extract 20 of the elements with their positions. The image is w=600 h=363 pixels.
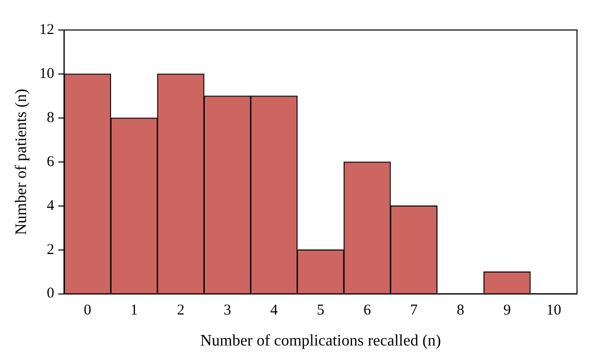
x-axis-title: Number of complications recalled (n): [200, 332, 441, 350]
x-tick-label: 0: [84, 302, 92, 319]
x-tick-label: 4: [270, 302, 278, 319]
x-tick-label: 6: [363, 302, 372, 319]
x-tick-label: 1: [130, 302, 138, 319]
x-tick-label: 3: [224, 302, 232, 319]
y-axis-title: Number of patients (n): [12, 88, 30, 235]
y-tick-label: 6: [46, 154, 55, 170]
x-tick-label: 9: [503, 302, 511, 319]
x-tick-label: 5: [316, 302, 324, 319]
y-tick-label: 0: [46, 286, 54, 302]
y-tick-label: 2: [46, 242, 54, 258]
y-tick-label: 12: [39, 22, 54, 38]
x-tick-label: 8: [456, 302, 464, 319]
x-tick-label: 7: [410, 302, 418, 319]
x-tick-label: 10: [546, 302, 562, 319]
x-tick-label: 2: [176, 302, 184, 319]
y-tick-label: 8: [46, 110, 54, 126]
y-tick-label: 10: [39, 66, 54, 82]
y-tick-label: 4: [46, 198, 55, 214]
